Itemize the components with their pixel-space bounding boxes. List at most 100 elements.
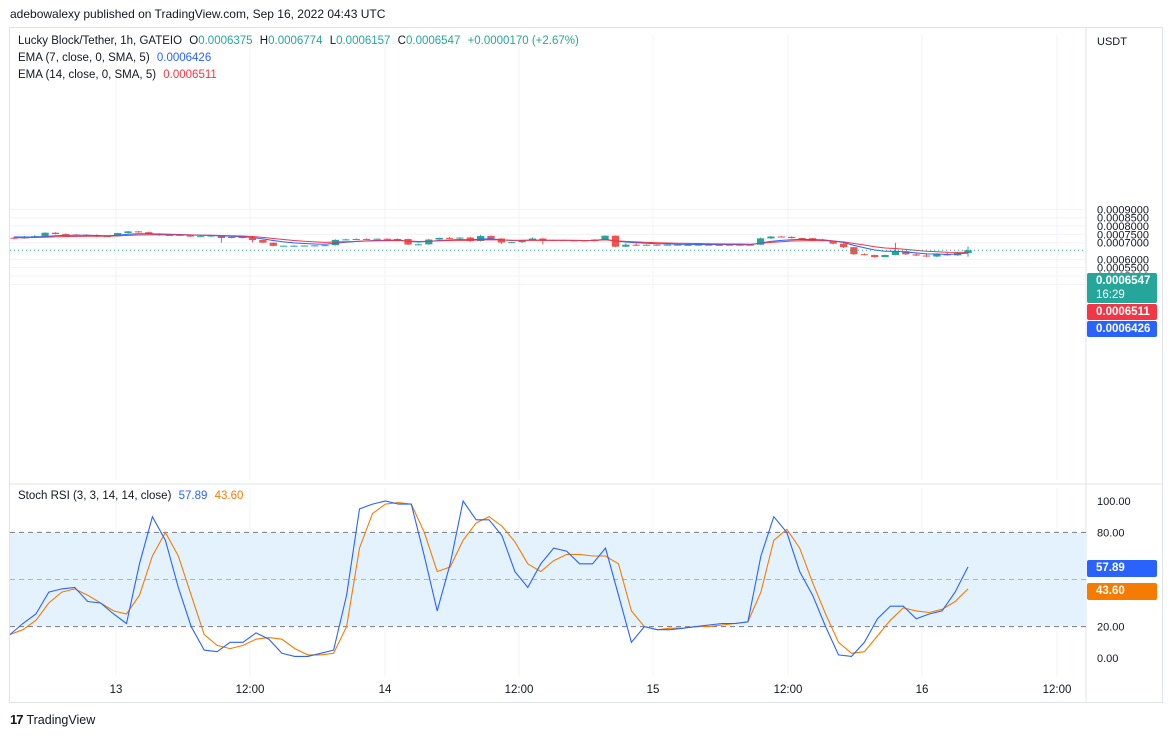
candle-down [850, 247, 858, 255]
price-tick-label: 0.0005500 [1097, 263, 1149, 275]
candle-up [425, 239, 433, 245]
candle-down [10, 237, 18, 239]
candle-up [352, 239, 360, 241]
price-tick-label: 0.0007000 [1097, 238, 1149, 250]
candle-up [279, 245, 288, 247]
stoch-k-line [9, 499, 969, 657]
candle-up [767, 236, 775, 239]
ema14-value: 0.0006511 [163, 69, 217, 81]
stoch-k-value: 57.89 [178, 490, 208, 502]
price-change: +0.0000170 (+2.67%) [467, 35, 579, 47]
ohlc-low: L0.0006157 [329, 35, 391, 47]
candle-down [487, 236, 495, 239]
ema14-tag: 0.0006511 [1087, 304, 1157, 320]
candle-down [539, 238, 547, 241]
candle-down [705, 244, 713, 246]
candle-down [145, 232, 153, 234]
ema7-value: 0.0006426 [156, 52, 212, 64]
candle-up [756, 238, 765, 245]
stoch-d-tag: 43.60 [1087, 583, 1157, 600]
x-tick-label: 12:00 [505, 684, 534, 696]
candle-up [508, 242, 516, 244]
candle-down [860, 254, 868, 256]
stoch-tick-label: 80.00 [1097, 527, 1125, 539]
stoch-legend[interactable]: Stoch RSI (3, 3, 14, 14, close) 57.89 43… [18, 490, 247, 502]
candle-up [891, 251, 900, 256]
candle-up [725, 244, 734, 246]
candle-down [715, 244, 723, 246]
symbol-legend: Lucky Block/Tether, 1h, GATEIO O0.000637… [18, 35, 583, 47]
candle-down [653, 244, 661, 246]
ema7-line [13, 233, 969, 255]
candle-up [103, 236, 111, 238]
tradingview-logo-icon: 17 [10, 712, 24, 727]
candle-down [674, 244, 682, 246]
candle-up [331, 239, 340, 246]
x-tick-label: 15 [647, 684, 660, 696]
countdown: 16:29 [1096, 289, 1125, 301]
candle-down [902, 251, 910, 255]
candle-down [259, 240, 267, 243]
chart-frame [9, 27, 1163, 703]
candle-down [269, 242, 277, 246]
candle-down [362, 239, 371, 241]
stoch-band [10, 532, 1086, 627]
footer-brand[interactable]: 17 TradingView [10, 712, 95, 727]
candle-down [922, 255, 931, 257]
price-tick-label: 0.0006000 [1097, 254, 1149, 266]
candle-up [290, 245, 298, 247]
ema14-label: EMA (14, close, 0, SMA, 5) [18, 69, 157, 81]
x-tick-label: 12:00 [774, 684, 803, 696]
price-tick-label: 0.0008500 [1097, 213, 1149, 225]
price-tick-label: 0.0009000 [1097, 204, 1149, 216]
candle-down [186, 235, 194, 237]
ema7-tag: 0.0006426 [1087, 321, 1157, 337]
ema7-legend[interactable]: EMA (7, close, 0, SMA, 5) 0.0006426 [18, 52, 215, 64]
candle-up [414, 244, 423, 246]
candle-down [632, 244, 640, 246]
x-tick-label: 13 [110, 684, 123, 696]
x-tick-label: 12:00 [1043, 684, 1072, 696]
stoch-tick-label: 20.00 [1097, 622, 1125, 634]
candle-up [684, 244, 692, 246]
candle-up [114, 233, 122, 237]
candle-up [694, 244, 703, 246]
candle-up [342, 239, 350, 241]
candle-down [788, 236, 796, 239]
candle-up [964, 250, 972, 254]
ohlc-close: C0.0006547 [397, 35, 461, 47]
candle-down [829, 240, 837, 244]
symbol-name[interactable]: Lucky Block/Tether, 1h, GATEIO [18, 35, 183, 47]
candle-up [124, 231, 132, 234]
candle-down [445, 237, 454, 239]
ohlc-high: H0.0006774 [259, 35, 323, 47]
ema7-label: EMA (7, close, 0, SMA, 5) [18, 52, 150, 64]
candle-up [207, 235, 215, 237]
candle-down [912, 254, 920, 256]
publisher-line: adebowalexy published on TradingView.com… [10, 7, 386, 21]
stoch-d-line [9, 502, 969, 656]
stoch-label: Stoch RSI (3, 3, 14, 14, close) [18, 490, 172, 502]
price-tag: 0.0006547 16:29 [1087, 273, 1157, 303]
candle-up [601, 235, 609, 240]
stoch-tick-label: 0.00 [1097, 653, 1118, 665]
candle-down [871, 255, 879, 258]
candle-up [435, 237, 443, 240]
candle-down [248, 238, 257, 241]
price-tag-value: 0.0006547 [1096, 275, 1151, 287]
candle-up [663, 244, 671, 246]
price-tick-label: 0.0008000 [1097, 221, 1149, 233]
candle-up [881, 255, 889, 258]
candle-up [456, 237, 464, 239]
candle-down [62, 234, 70, 236]
candle-down [238, 236, 246, 239]
price-tick-label: 0.0007500 [1097, 229, 1149, 241]
candle-up [300, 245, 308, 247]
candle-up [528, 238, 537, 241]
candle-down [466, 237, 474, 242]
ema14-legend[interactable]: EMA (14, close, 0, SMA, 5) 0.0006511 [18, 69, 221, 81]
candle-up [518, 240, 526, 243]
x-tick-label: 16 [916, 684, 929, 696]
x-tick-label: 14 [379, 684, 392, 696]
